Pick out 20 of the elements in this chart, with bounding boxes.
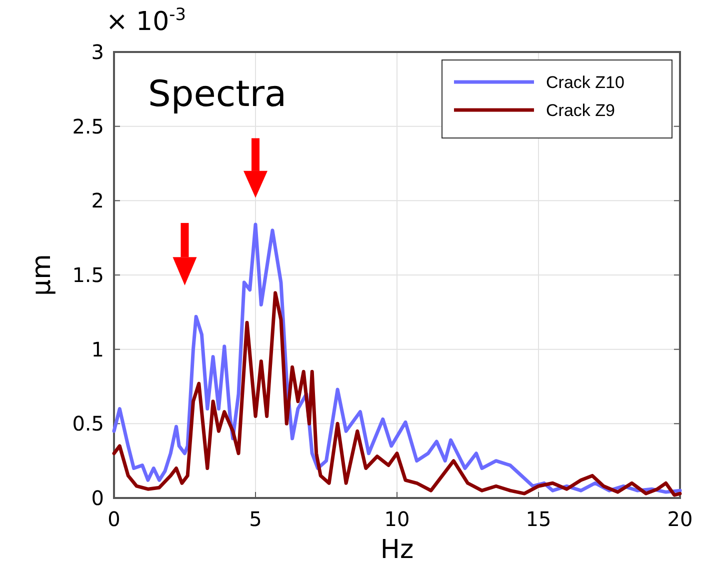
y-tick-label: 1.5 [72, 263, 104, 287]
x-tick-label: 20 [667, 507, 693, 531]
x-axis-title: Hz [380, 535, 414, 565]
legend-label: Crack Z9 [546, 101, 615, 120]
x-tick-label: 5 [249, 507, 262, 531]
y-tick-label: 2 [91, 188, 104, 213]
y-tick-label: 3 [91, 40, 104, 64]
text: × 10$^{-3}$ [106, 4, 186, 37]
y-axis-title: µm [27, 254, 57, 296]
legend-label: Crack Z10 [546, 73, 624, 92]
text: Spectra [148, 74, 287, 115]
line-series [112, 222, 682, 494]
y-tick-label: 0.5 [72, 412, 104, 436]
x-tick-label: 0 [108, 507, 120, 531]
y-tick-label: 2.5 [72, 114, 104, 138]
x-tick-label: 10 [384, 507, 410, 531]
y-tick-label: 0 [91, 486, 104, 510]
x-tick-label: 15 [526, 507, 552, 531]
line-series [112, 291, 682, 497]
y-tick-label: 1 [91, 337, 104, 362]
